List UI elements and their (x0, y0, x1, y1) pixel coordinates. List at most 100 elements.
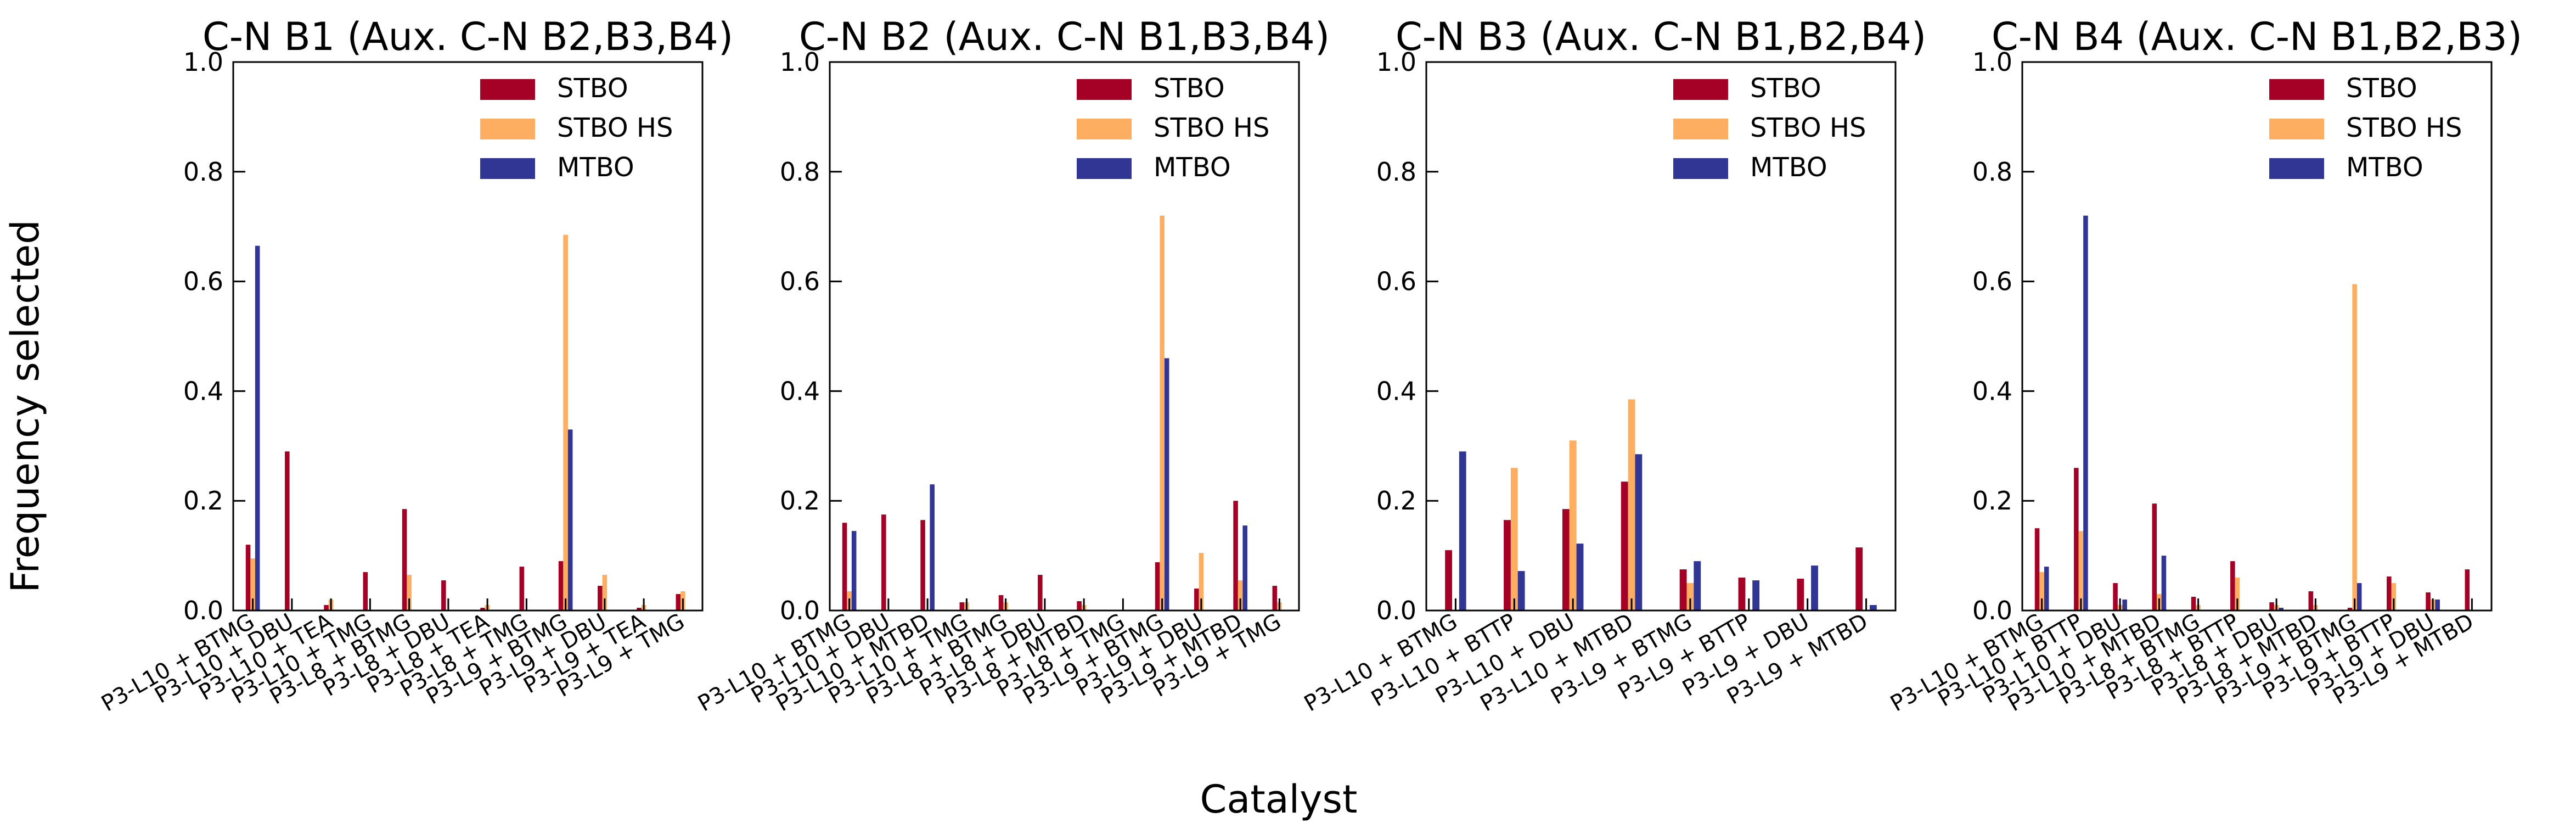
legend-label: STBO HS (2346, 113, 2462, 143)
bar-stbo (558, 561, 564, 611)
bar-stbo (881, 514, 886, 611)
chart-panel-4: C-N B4 (Aux. C-N B1,B2,B3) 0.0 0.2 0.4 0.6 0.… (1886, 14, 2522, 716)
bar-stbo (2387, 576, 2392, 611)
chart-panels: C-N B1 (Aux. C-N B2,B3,B4) 0.0 0.2 0.4 0.6 0.… (97, 14, 2522, 716)
bar-stbo-hs (563, 234, 568, 611)
y-tick-label: 0.4 (1376, 376, 1416, 406)
y-tick-label: 0.4 (780, 376, 820, 406)
bar-stbo-hs (2039, 572, 2044, 611)
bar-mtbo (1811, 565, 1818, 611)
bar-mtbo (2161, 556, 2167, 611)
bar-stbo (245, 545, 251, 611)
legend-swatch (2269, 79, 2324, 100)
chart-title: C-N B2 (Aux. C-N B1,B3,B4) (799, 14, 1330, 59)
bar-stbo (2230, 561, 2235, 611)
y-tick-label: 0.8 (1972, 157, 2012, 187)
y-tick-label: 0.0 (1972, 596, 2012, 625)
legend-swatch (480, 119, 535, 139)
bar-stbo (402, 509, 407, 611)
bar-stbo (998, 595, 1004, 611)
figure-xlabel: Catalyst (1200, 777, 1358, 822)
bar-stbo (920, 520, 925, 611)
bar-stbo (324, 605, 329, 611)
y-tick-label: 0.0 (1376, 596, 1416, 625)
bar-stbo (1077, 601, 1082, 611)
y-tick-label: 0.8 (1376, 157, 1416, 187)
bar-stbo (959, 602, 965, 611)
bar-mtbo (1164, 358, 1169, 611)
legend-swatch (1673, 79, 1728, 100)
y-tick-label: 0.6 (1376, 267, 1416, 296)
bar-mtbo (255, 245, 260, 611)
legend-label: STBO (1750, 73, 1821, 104)
bar-mtbo (1869, 605, 1877, 611)
legend-label: MTBO (1750, 152, 1827, 183)
bar-mtbo (1517, 571, 1525, 611)
axes-frame (2021, 61, 2493, 612)
legend-swatch (2269, 119, 2324, 139)
bar-stbo-hs (1160, 215, 1165, 611)
legend-swatch (1077, 79, 1132, 100)
bar-stbo (2074, 468, 2079, 611)
y-tick-label: 0.0 (780, 596, 820, 625)
bar-stbo (1621, 481, 1628, 611)
bar-stbo-hs (2391, 583, 2397, 611)
bar-stbo (1233, 501, 1238, 611)
bar-stbo-hs (407, 575, 412, 611)
y-tick-label: 0.4 (1972, 376, 2012, 406)
bar-stbo (1155, 562, 1160, 611)
bar-stbo (2034, 528, 2040, 611)
bar-stbo (1272, 586, 1278, 611)
legend-label: STBO HS (1750, 113, 1866, 143)
legend-label: STBO HS (557, 113, 673, 143)
legend-swatch (1673, 119, 1728, 139)
bar-stbo (363, 572, 368, 611)
bar-mtbo (1752, 580, 1760, 611)
bar-stbo (1562, 509, 1570, 611)
axes-frame (232, 61, 704, 612)
bar-stbo (1445, 550, 1453, 611)
bar-mtbo (851, 531, 857, 611)
bar-stbo (2152, 503, 2157, 611)
y-tick-label: 1.0 (780, 47, 820, 77)
bar-stbo (676, 594, 681, 611)
y-tick-label: 0.6 (183, 267, 223, 296)
bar-stbo (1797, 579, 1804, 611)
bar-stbo (1738, 578, 1746, 611)
bar-mtbo (1459, 451, 1466, 611)
bar-stbo (2191, 597, 2196, 611)
legend-swatch (1077, 158, 1132, 179)
legend-label: STBO (557, 73, 628, 104)
bar-stbo-hs (1686, 583, 1694, 611)
bar-stbo (2113, 583, 2118, 611)
legend-swatch (1077, 119, 1132, 139)
chart-title: C-N B3 (Aux. C-N B1,B2,B4) (1396, 14, 1926, 59)
axes-frame (1425, 61, 1897, 612)
bar-stbo (2308, 591, 2314, 611)
legend: STBO STBO HS MTBO (480, 73, 673, 183)
bar-stbo-hs (1628, 399, 1635, 611)
y-tick-label: 0.4 (183, 376, 223, 406)
y-tick-label: 1.0 (1972, 47, 2012, 77)
bar-mtbo (2122, 600, 2127, 611)
chart-panel-3: C-N B3 (Aux. C-N B1,B2,B4) 0.0 0.2 0.4 0.6 0.… (1300, 14, 1926, 716)
legend-label: STBO (2346, 73, 2417, 104)
chart-panel-2: C-N B2 (Aux. C-N B1,B3,B4) 0.0 0.2 0.4 0.6 0.… (694, 14, 1330, 716)
bar-stbo-hs (1238, 580, 1243, 611)
legend: STBO STBO HS MTBO (2269, 73, 2462, 183)
bar-mtbo (2044, 567, 2049, 611)
bar-stbo-hs (1569, 440, 1577, 611)
bar-mtbo (2435, 600, 2440, 611)
bar-stbo (285, 451, 290, 611)
legend-label: MTBO (2346, 152, 2423, 183)
legend-label: STBO (1154, 73, 1225, 104)
bar-stbo (519, 567, 525, 611)
bar-stbo (637, 608, 642, 611)
bar-mtbo (567, 429, 573, 611)
legend: STBO STBO HS MTBO (1077, 73, 1269, 183)
bar-stbo-hs (2352, 284, 2357, 611)
chart-title: C-N B4 (Aux. C-N B1,B2,B3) (1992, 14, 2522, 59)
y-tick-label: 1.0 (1376, 47, 1416, 77)
bar-stbo (2347, 608, 2353, 611)
